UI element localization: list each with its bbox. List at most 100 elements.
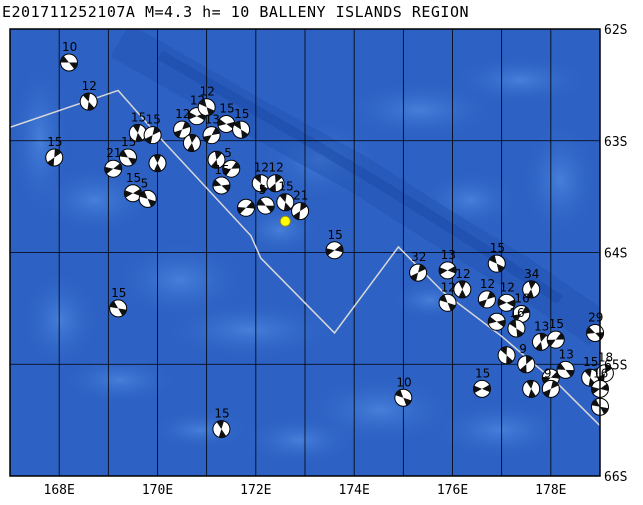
- focal-mechanism[interactable]: [237, 198, 255, 217]
- latitude-tick-label: 66S: [604, 470, 627, 485]
- focal-mechanism[interactable]: 12: [79, 79, 98, 111]
- focal-mechanism[interactable]: 34: [522, 267, 541, 299]
- focal-mechanism[interactable]: 16: [507, 306, 526, 338]
- compression-quadrant: [547, 332, 565, 347]
- focal-mechanism[interactable]: [207, 150, 226, 169]
- compression-quadrant: [488, 316, 506, 327]
- focal-mechanism[interactable]: 12: [453, 267, 472, 299]
- depth-label: 15: [146, 113, 161, 127]
- compression-quadrant: [292, 202, 308, 220]
- focal-mechanism[interactable]: 5: [222, 146, 241, 178]
- depth-label: 15: [278, 180, 293, 194]
- longitude-tick-label: 178E: [535, 483, 566, 498]
- compression-quadrant: [216, 420, 227, 438]
- focal-mechanism[interactable]: [148, 154, 167, 173]
- focal-mechanism[interactable]: 13: [556, 347, 575, 379]
- depth-label: 16: [509, 306, 524, 320]
- compression-quadrant: [237, 201, 255, 214]
- focal-mechanism[interactable]: 15: [217, 101, 236, 133]
- focal-mechanism[interactable]: 21: [104, 146, 123, 178]
- compression-quadrant: [119, 150, 137, 165]
- focal-mechanism[interactable]: [522, 379, 541, 398]
- focal-mechanism[interactable]: 15: [119, 135, 137, 167]
- focal-mechanism[interactable]: [487, 312, 506, 331]
- compression-quadrant: [198, 98, 215, 116]
- latitude-tick-label: 62S: [604, 23, 627, 38]
- focal-mechanism[interactable]: 12: [197, 85, 216, 117]
- depth-label: 13: [559, 347, 574, 361]
- compression-quadrant: [132, 124, 143, 142]
- focal-mechanism[interactable]: 12: [497, 280, 516, 312]
- depth-label: 10: [62, 40, 77, 54]
- depth-label: 15: [214, 163, 229, 177]
- compression-quadrant: [509, 320, 524, 337]
- depth-label: 15: [214, 407, 229, 421]
- compression-quadrant: [500, 346, 513, 364]
- focal-mechanism[interactable]: 15: [276, 180, 295, 212]
- compression-quadrant: [104, 163, 122, 175]
- depth-label: 15: [475, 366, 490, 380]
- focal-mechanism[interactable]: 15: [123, 171, 142, 203]
- focal-mechanism[interactable]: 10: [394, 375, 413, 407]
- epicenter-marker[interactable]: [279, 215, 291, 227]
- depth-label: 10: [396, 375, 411, 389]
- compression-quadrant: [410, 264, 426, 281]
- depth-label: 12: [441, 280, 456, 294]
- compression-quadrant: [326, 245, 343, 256]
- depth-label: 12: [82, 79, 97, 93]
- focal-mechanism[interactable]: 15: [473, 366, 491, 398]
- focal-mechanism[interactable]: 15: [325, 228, 344, 260]
- depth-label: 15: [219, 101, 234, 115]
- compression-quadrant: [584, 369, 596, 387]
- focal-mechanism[interactable]: 5: [256, 183, 275, 215]
- compression-quadrant: [526, 380, 536, 398]
- compression-quadrant: [279, 193, 292, 211]
- compression-quadrant: [233, 121, 249, 139]
- depth-label: 15: [549, 317, 564, 331]
- focal-mechanism[interactable]: 15: [143, 113, 162, 145]
- focal-mechanism[interactable]: 15: [128, 110, 147, 142]
- focal-mechanism[interactable]: 15: [546, 317, 565, 349]
- compression-quadrant: [395, 389, 412, 406]
- focal-mechanism[interactable]: 15: [487, 241, 506, 273]
- focal-mechanism[interactable]: 15: [232, 107, 251, 139]
- longitude-tick-label: 170E: [142, 483, 173, 498]
- longitude-tick-label: 176E: [437, 483, 468, 498]
- focal-mechanism[interactable]: [182, 133, 201, 152]
- focal-mechanism[interactable]: 12: [477, 277, 496, 309]
- focal-mechanism[interactable]: 5: [138, 176, 157, 208]
- focal-mechanism[interactable]: 12: [173, 107, 192, 139]
- compression-quadrant: [187, 134, 197, 152]
- compression-quadrant: [591, 383, 609, 394]
- compression-quadrant: [174, 121, 191, 138]
- focal-mechanism[interactable]: 13: [202, 113, 221, 145]
- compression-quadrant: [222, 161, 240, 176]
- focal-mechanism[interactable]: 10: [60, 40, 78, 72]
- compression-quadrant: [269, 174, 282, 192]
- focal-mechanism[interactable]: 9: [541, 366, 560, 398]
- depth-label: 18: [598, 351, 613, 365]
- focal-mechanism[interactable]: 13: [438, 248, 457, 280]
- focal-mechanism[interactable]: 21: [291, 189, 310, 221]
- focal-mechanism[interactable]: 15: [45, 135, 64, 167]
- compression-quadrant: [217, 118, 235, 130]
- compression-quadrant: [139, 191, 156, 207]
- focal-mechanism[interactable]: 13: [532, 319, 550, 351]
- depth-label: 21: [293, 189, 308, 203]
- compression-quadrant: [203, 127, 220, 143]
- focal-mechanism[interactable]: 15: [109, 286, 128, 318]
- focal-mechanism[interactable]: 15: [212, 407, 231, 439]
- focal-mechanism[interactable]: [497, 346, 516, 365]
- longitude-tick-label: 172E: [240, 483, 271, 498]
- focal-mechanism[interactable]: 12: [438, 280, 457, 312]
- depth-label: 12: [254, 161, 269, 175]
- depth-label: 5: [141, 176, 149, 190]
- focal-mechanism[interactable]: 15: [212, 163, 231, 195]
- depth-label: 16: [514, 291, 529, 305]
- depth-label: 15: [490, 241, 505, 255]
- focal-mechanism[interactable]: 32: [409, 250, 428, 282]
- focal-mechanism[interactable]: 9: [517, 342, 536, 374]
- focal-mechanism[interactable]: 12: [266, 161, 285, 193]
- compression-quadrant: [557, 362, 575, 377]
